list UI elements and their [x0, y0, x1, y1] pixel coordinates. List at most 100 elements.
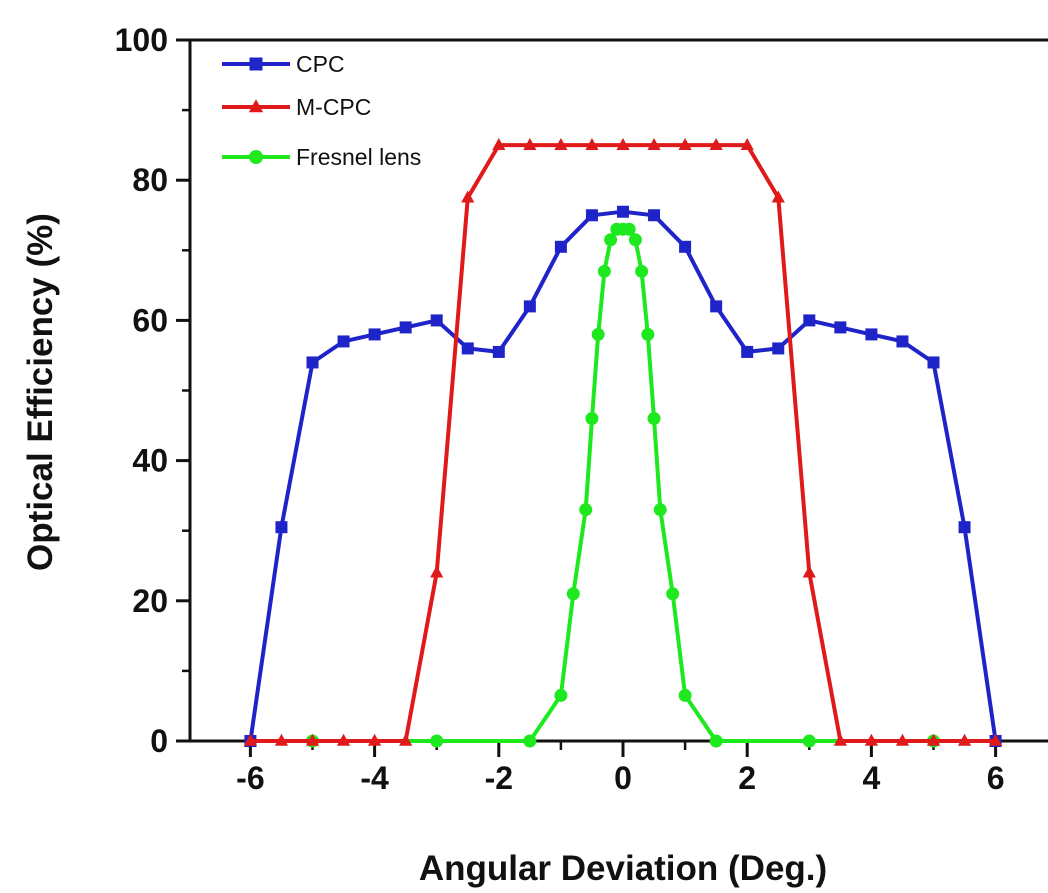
x-tick-label: -4 — [360, 760, 389, 796]
data-point — [771, 190, 785, 203]
legend-item: M-CPC — [222, 94, 371, 120]
data-point — [585, 412, 599, 426]
series-m-cpc — [243, 137, 1003, 746]
data-point — [523, 734, 537, 748]
data-point — [833, 733, 847, 746]
data-point — [647, 137, 661, 150]
axes: 0 20 40 60 80 100 -6 -4 -2 0 2 4 6 — [115, 22, 1048, 796]
data-point — [772, 342, 785, 355]
y-tick-label: 20 — [132, 583, 168, 619]
data-point — [585, 137, 599, 150]
data-point — [554, 688, 568, 702]
data-point — [709, 734, 723, 748]
data-point — [628, 233, 642, 247]
x-axis-title: Angular Deviation (Deg.) — [419, 849, 827, 888]
y-tick-label: 100 — [115, 22, 168, 58]
y-tick-label: 60 — [132, 302, 168, 338]
data-point — [554, 240, 567, 253]
data-point — [399, 321, 412, 334]
data-point — [803, 314, 816, 327]
data-point — [585, 209, 598, 222]
data-point — [802, 565, 816, 578]
data-point — [653, 503, 667, 517]
data-point — [430, 565, 444, 578]
data-point — [834, 321, 847, 334]
legend-label: Fresnel lens — [296, 144, 421, 170]
data-point — [927, 356, 940, 369]
data-point — [243, 733, 257, 746]
x-tick-label: 2 — [738, 760, 756, 796]
data-point — [368, 733, 382, 746]
x-tick-label: -2 — [485, 760, 513, 796]
y-tick-label: 80 — [132, 162, 168, 198]
data-point — [306, 356, 319, 369]
data-point — [678, 688, 692, 702]
data-point — [616, 137, 630, 150]
data-point — [641, 327, 655, 341]
data-point — [337, 335, 350, 348]
legend: CPC M-CPC Fresnel lens — [222, 51, 421, 170]
data-point — [461, 190, 475, 203]
data-point — [864, 733, 878, 746]
data-point — [896, 335, 909, 348]
data-point — [622, 222, 636, 236]
data-point — [249, 57, 263, 71]
data-point — [275, 521, 288, 534]
data-point — [430, 734, 444, 748]
legend-label: M-CPC — [296, 94, 371, 120]
x-tick-label: 0 — [614, 760, 632, 796]
data-point — [957, 733, 972, 746]
data-point — [336, 733, 351, 746]
data-point — [678, 137, 692, 150]
data-point — [566, 587, 580, 601]
x-tick-label: 6 — [987, 760, 1005, 796]
data-point — [648, 209, 661, 222]
data-point — [989, 733, 1003, 746]
data-point — [492, 137, 506, 150]
x-tick-label: 4 — [863, 760, 881, 796]
y-tick-label: 40 — [132, 443, 168, 479]
data-point — [591, 327, 605, 341]
data-point — [274, 733, 289, 746]
legend-item: CPC — [222, 51, 345, 77]
data-point — [666, 587, 680, 601]
data-point — [958, 521, 971, 534]
data-point — [740, 137, 754, 150]
data-point — [802, 734, 816, 748]
y-axis-title: Optical Efficiency (%) — [21, 213, 60, 571]
data-point — [604, 233, 618, 247]
data-point — [617, 205, 629, 218]
data-point — [368, 328, 381, 341]
data-point — [679, 240, 692, 253]
data-point — [635, 264, 649, 278]
data-point — [554, 137, 568, 150]
data-point — [492, 345, 505, 358]
data-point — [597, 264, 611, 278]
data-point — [399, 733, 413, 746]
y-tick-label: 0 — [150, 723, 168, 759]
data-point — [710, 300, 723, 313]
data-point — [249, 150, 263, 164]
data-point — [430, 314, 443, 327]
data-point — [248, 99, 264, 113]
legend-item: Fresnel lens — [222, 144, 421, 170]
data-point — [709, 137, 723, 150]
legend-label: CPC — [296, 51, 345, 77]
data-point — [926, 733, 941, 746]
data-point — [895, 733, 910, 746]
data-point — [523, 300, 536, 313]
series-layer — [243, 137, 1003, 748]
series-cpc — [244, 205, 1002, 747]
series-line — [248, 209, 998, 742]
data-point — [461, 342, 474, 355]
x-tick-label: -6 — [236, 760, 264, 796]
data-point — [865, 328, 878, 341]
series-line — [312, 227, 934, 743]
data-point — [579, 503, 593, 517]
data-point — [741, 345, 754, 358]
data-point — [305, 733, 320, 746]
data-point — [523, 137, 537, 150]
series-fresnel-lens — [306, 222, 940, 748]
data-point — [647, 412, 661, 426]
